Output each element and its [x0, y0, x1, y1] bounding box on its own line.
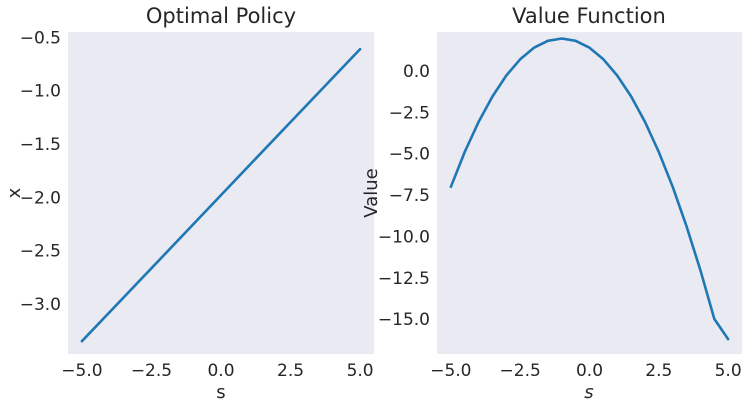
value-function-chart: Value Function s Value −5.0 −2.5 0.0 2.5 5.0…	[361, 4, 742, 403]
y-tick-label: −10.0	[378, 227, 430, 247]
y-tick-label: −2.0	[20, 188, 61, 208]
y-tick-label: −15.0	[378, 310, 430, 330]
y-tick-label: −3.0	[20, 295, 61, 315]
x-tick-label: −5.0	[61, 361, 102, 381]
x-tick-label: 2.5	[277, 361, 304, 381]
x-tick-label: 0.0	[207, 361, 234, 381]
y-tick-label: −1.0	[20, 82, 61, 102]
x-axis-label: s	[216, 382, 225, 403]
series-layer	[80, 47, 362, 343]
plot-area	[68, 32, 374, 354]
x-tick-label: 2.5	[645, 361, 672, 381]
y-axis-label: x	[4, 187, 25, 198]
y-tick-label: 0.0	[403, 62, 430, 82]
y-tick-label: −5.0	[389, 145, 430, 165]
series-layer	[449, 37, 730, 341]
x-tick-label: 5.0	[347, 361, 374, 381]
series-line	[449, 37, 730, 341]
y-tick-labels: −3.0 −2.5 −2.0 −1.5 −1.0 −0.5	[20, 28, 61, 315]
chart-title: Value Function	[512, 4, 666, 28]
y-tick-label: −1.5	[20, 135, 61, 155]
chart-title: Optimal Policy	[146, 4, 296, 28]
plot-area	[437, 32, 742, 354]
y-tick-label: −7.5	[389, 186, 430, 206]
x-tick-label: 0.0	[576, 361, 603, 381]
x-tick-label: −5.0	[430, 361, 471, 381]
optimal-policy-chart: Optimal Policy s x −5.0 −2.5 0.0 2.5 5.0 −3.…	[4, 4, 374, 403]
x-tick-label: −2.5	[500, 361, 541, 381]
y-tick-label: −0.5	[20, 28, 61, 48]
x-tick-labels: −5.0 −2.5 0.0 2.5 5.0	[430, 361, 741, 381]
series-line	[80, 47, 362, 343]
y-tick-label: −2.5	[20, 242, 61, 262]
y-tick-label: −12.5	[378, 269, 430, 289]
y-tick-label: −2.5	[389, 103, 430, 123]
y-tick-labels: 0.0 −2.5 −5.0 −7.5 −10.0 −12.5 −15.0	[378, 62, 430, 330]
x-tick-label: −2.5	[131, 361, 172, 381]
x-tick-labels: −5.0 −2.5 0.0 2.5 5.0	[61, 361, 373, 381]
y-axis-label: Value	[361, 168, 382, 217]
x-tick-label: 5.0	[715, 361, 742, 381]
x-axis-label: s	[584, 382, 593, 403]
